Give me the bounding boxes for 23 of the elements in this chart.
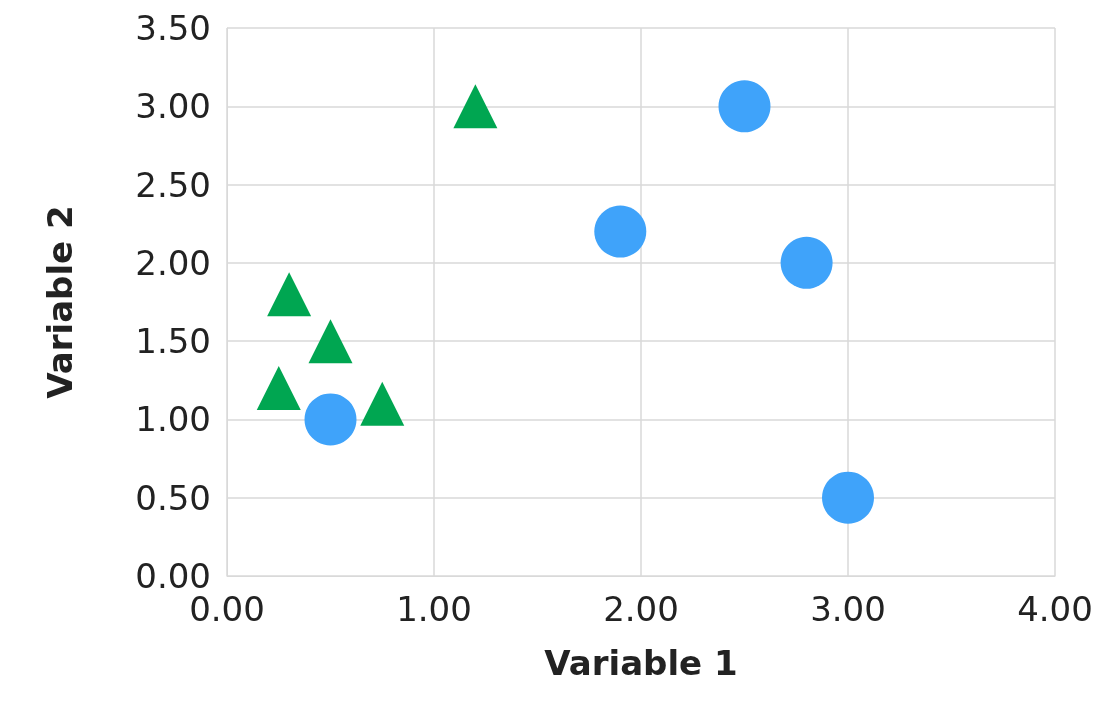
point [453,84,498,129]
point [594,205,647,258]
point [256,366,301,411]
x-tick-label: 3.00 [810,589,886,629]
x-tick-label: 1.00 [396,589,472,629]
y-tick-label: 2.50 [135,164,211,205]
point [718,80,771,133]
point [308,319,353,364]
point [267,272,312,317]
y-tick-label: 3.00 [135,86,211,127]
x-tick-label: 2.00 [603,589,679,629]
point [360,381,405,426]
y-tick-label: 2.00 [135,242,211,283]
y-tick-label: 0.50 [135,477,211,518]
x-axis-title: Variable 1 [544,643,738,683]
y-tick-label: 3.50 [135,8,211,48]
y-tick-label: 1.50 [135,321,211,362]
x-tick-label: 4.00 [1017,589,1093,629]
point [304,393,357,446]
y-tick-label: 1.00 [135,399,211,440]
point [780,236,833,289]
y-axis-title: Variable 2 [40,205,80,399]
point [822,471,874,524]
